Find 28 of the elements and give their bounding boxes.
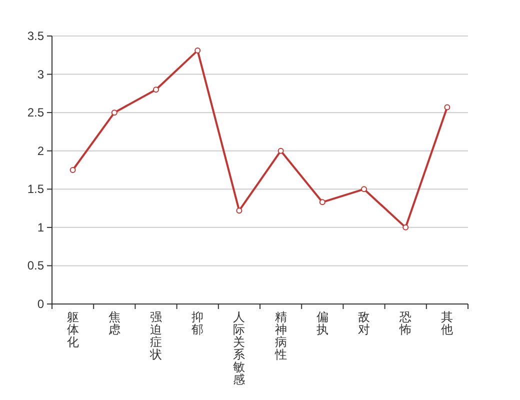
y-tick-label: 3.5 <box>27 29 44 43</box>
x-tick-label: 躯体化 <box>66 310 79 349</box>
y-tick-label: 1.5 <box>27 182 44 196</box>
x-tick-label: 抑郁 <box>192 310 204 336</box>
point <box>319 199 326 206</box>
x-tick-label: 敌对 <box>358 310 370 336</box>
y-tick-label: 1 <box>37 220 44 234</box>
point <box>278 148 284 154</box>
y-tick-label: 3 <box>37 67 44 82</box>
point <box>402 224 409 230</box>
point <box>70 167 76 173</box>
y-tick-label: 0 <box>37 297 44 311</box>
point <box>111 110 118 116</box>
point <box>444 104 450 110</box>
x-tick-label: 偏执 <box>316 310 328 336</box>
y-tick-label: 0.5 <box>27 258 44 273</box>
x-tick-label: 人际关系敏感 <box>233 310 246 386</box>
x-tick-label: 焦虑 <box>108 310 120 336</box>
y-tick-label: 2.5 <box>27 106 44 120</box>
point <box>194 48 201 54</box>
x-tick-label: 精神病性 <box>274 310 287 362</box>
point <box>236 208 242 214</box>
x-tick-label: 其他 <box>441 310 454 336</box>
point <box>361 186 367 192</box>
point <box>153 86 159 93</box>
x-tick-label: 恐怖 <box>398 310 412 336</box>
y-tick-label: 2 <box>37 144 44 158</box>
x-tick-label: 强迫症状 <box>149 310 162 362</box>
